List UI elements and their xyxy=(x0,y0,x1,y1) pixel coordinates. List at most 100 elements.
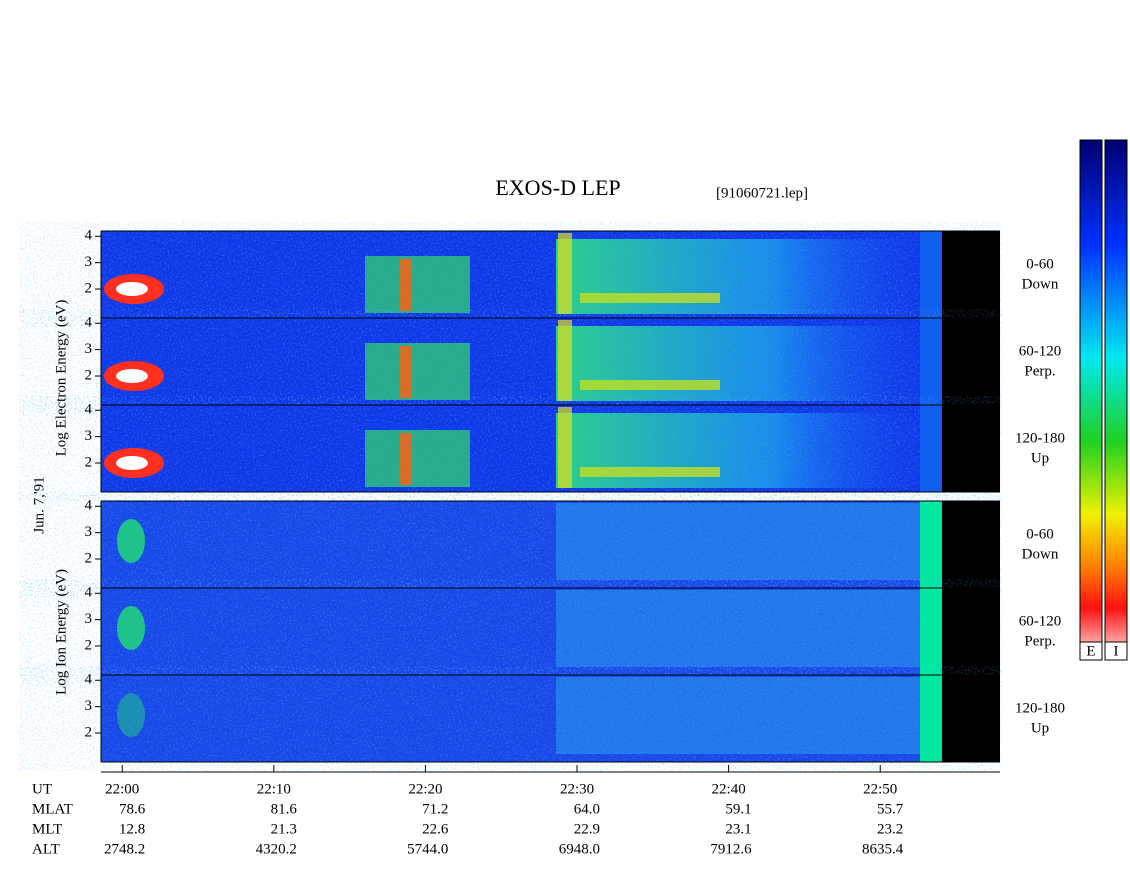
spectrogram-feature xyxy=(580,380,720,390)
spectrogram-feature xyxy=(556,590,920,667)
panel-label: 120-180 xyxy=(1015,700,1065,716)
y-tick-label: 4 xyxy=(85,315,93,331)
x-tick-label: 22:10 xyxy=(257,781,291,797)
spectrogram-noise xyxy=(101,588,920,675)
x-tick-label: 22:00 xyxy=(105,781,139,797)
spectrogram-edge xyxy=(920,318,942,405)
y-tick-label: 3 xyxy=(85,611,93,627)
spectrogram-edge xyxy=(920,588,942,675)
spectrogram-feature xyxy=(556,503,920,580)
ephemeris-value: 78.6 xyxy=(119,801,146,817)
spectrogram-noise xyxy=(101,675,920,762)
panel-label: Down xyxy=(1022,546,1059,562)
ephemeris-value: 59.1 xyxy=(725,801,751,817)
spectrogram-feature xyxy=(365,430,470,487)
spectrogram-feature xyxy=(116,369,148,383)
ephemeris-value: 81.6 xyxy=(271,801,298,817)
ephemeris-value: 22.6 xyxy=(422,821,449,837)
y-tick-label: 3 xyxy=(85,254,93,270)
y-tick-label: 3 xyxy=(85,341,93,357)
y-tick-label: 4 xyxy=(85,498,93,514)
ephemeris-value: 4320.2 xyxy=(256,841,297,857)
spectrogram-feature xyxy=(116,456,148,470)
ephemeris-value: 55.7 xyxy=(877,801,904,817)
colorbar-label: E xyxy=(1086,643,1095,659)
panel-label: Down xyxy=(1022,276,1059,292)
no-data xyxy=(942,231,1000,318)
spectrogram-feature xyxy=(558,407,572,488)
ephemeris-value: 5744.0 xyxy=(407,841,448,857)
ephemeris-value: 64.0 xyxy=(574,801,600,817)
x-tick-label: 22:30 xyxy=(560,781,594,797)
spectrogram-feature xyxy=(117,693,145,737)
ephemeris-value: 6948.0 xyxy=(559,841,600,857)
panel-label: Perp. xyxy=(1024,633,1055,649)
y-tick-label: 4 xyxy=(85,672,93,688)
ephemeris-label: MLAT xyxy=(32,801,73,817)
panel-label: Up xyxy=(1031,450,1049,466)
y-tick-label: 4 xyxy=(85,228,93,244)
spectrogram-feature xyxy=(558,233,572,314)
no-data xyxy=(942,675,1000,762)
panel-label: Perp. xyxy=(1024,363,1055,379)
spectrogram-feature xyxy=(365,256,470,313)
panel-label: 0-60 xyxy=(1026,526,1054,542)
file-name: [91060721.lep] xyxy=(716,185,808,201)
y-tick-label: 3 xyxy=(85,698,93,714)
y-tick-label: 3 xyxy=(85,524,93,540)
ephemeris-value: 23.1 xyxy=(725,821,751,837)
spectrogram-feature xyxy=(558,320,572,401)
axis-label: Log Ion Energy (eV) xyxy=(53,569,69,695)
ephemeris-value: 21.3 xyxy=(271,821,297,837)
y-tick-label: 2 xyxy=(85,280,93,296)
ephemeris-value: 2748.2 xyxy=(104,841,145,857)
colorbar-label: I xyxy=(1114,643,1119,659)
y-tick-label: 2 xyxy=(85,367,93,383)
spectrogram-feature xyxy=(580,467,720,477)
panel-label: 60-120 xyxy=(1019,343,1062,359)
ephemeris-label: ALT xyxy=(32,841,60,857)
no-data xyxy=(942,501,1000,588)
spectrogram-feature xyxy=(116,282,148,296)
panel-label: 120-180 xyxy=(1015,430,1065,446)
x-axis-label: UT xyxy=(32,781,52,797)
ephemeris-value: 23.2 xyxy=(877,821,903,837)
no-data xyxy=(942,588,1000,675)
spectrogram-edge xyxy=(920,675,942,762)
spectrogram-feature xyxy=(365,343,470,400)
no-data xyxy=(942,405,1000,492)
spectrogram-feature xyxy=(400,259,412,311)
ephemeris-value: 22.9 xyxy=(574,821,600,837)
spectrogram-feature xyxy=(556,677,920,754)
colorbar-cap xyxy=(1079,641,1103,661)
panel-label: 60-120 xyxy=(1019,613,1062,629)
x-tick-label: 22:20 xyxy=(408,781,442,797)
y-tick-label: 2 xyxy=(85,454,93,470)
y-tick-label: 3 xyxy=(85,428,93,444)
panel-label: 0-60 xyxy=(1026,256,1054,272)
y-tick-label: 2 xyxy=(85,550,93,566)
y-tick-label: 4 xyxy=(85,402,93,418)
ephemeris-value: 8635.4 xyxy=(862,841,904,857)
y-tick-label: 2 xyxy=(85,637,93,653)
spectrogram-feature xyxy=(117,606,145,650)
no-data xyxy=(942,318,1000,405)
panel-label: Up xyxy=(1031,720,1049,736)
spectrogram-feature xyxy=(580,293,720,303)
spectrogram-feature xyxy=(117,519,145,563)
colorbar xyxy=(1104,139,1128,661)
spectrogram-edge xyxy=(920,501,942,588)
spectrogram-noise xyxy=(101,501,920,588)
spectrogram-edge xyxy=(920,405,942,492)
axis-label: Log Electron Energy (eV) xyxy=(53,300,69,457)
ephemeris-label: MLT xyxy=(32,821,62,837)
x-tick-label: 22:50 xyxy=(863,781,897,797)
ephemeris-value: 12.8 xyxy=(119,821,145,837)
colorbar xyxy=(1079,139,1103,661)
ephemeris-value: 71.2 xyxy=(422,801,448,817)
y-tick-label: 4 xyxy=(85,585,93,601)
spectrogram-feature xyxy=(400,433,412,485)
date: Jun. 7,'91 xyxy=(31,476,47,533)
colorbar-cap xyxy=(1104,641,1128,661)
